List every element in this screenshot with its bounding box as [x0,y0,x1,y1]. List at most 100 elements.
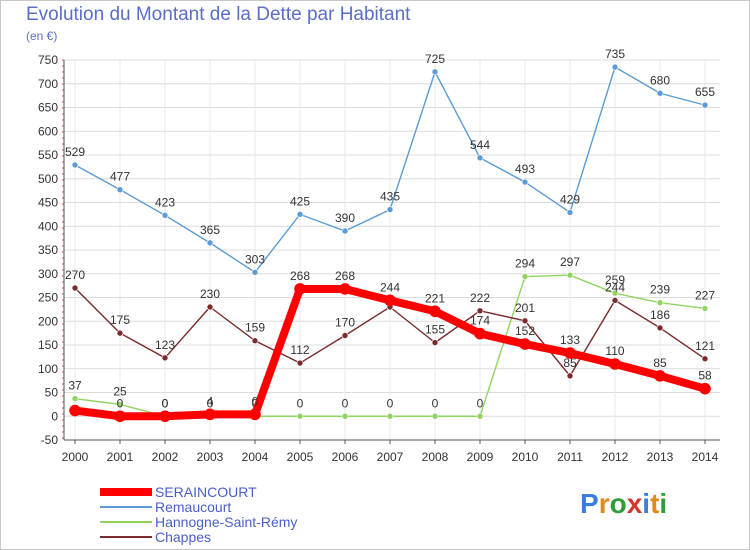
data-label: 25 [113,384,127,398]
data-label: 221 [425,291,445,305]
logo-letter: i [659,488,668,519]
data-point [71,395,79,402]
data-label: 85 [653,356,667,370]
chart-title: Evolution du Montant de la Dette par Hab… [26,4,411,25]
legend-swatch [100,488,152,496]
data-label: 0 [162,396,169,410]
data-label: 85 [563,356,577,370]
data-label: 477 [110,170,130,184]
data-label: 423 [155,195,175,209]
data-label: 544 [470,138,490,152]
x-tick-label: 2004 [242,450,269,464]
data-point [159,410,171,423]
data-label: 0 [162,396,169,410]
legend-swatch [100,536,152,538]
data-label: 655 [695,85,715,99]
data-label: 529 [65,145,85,159]
data-point [161,354,169,362]
legend-label: Remaucourt [155,499,232,515]
data-point [611,297,619,304]
data-point [206,303,214,311]
data-point [519,338,531,350]
series-chappes: 270 175 123 230 159 112 170 155 222 201 85 244 186 12… [65,268,715,380]
data-label: 429 [560,192,580,206]
data-label: 735 [605,47,625,61]
data-label: 297 [560,255,580,269]
data-label: 159 [245,321,265,335]
logo-letter: r [598,488,610,519]
y-tick-label: 0 [51,409,58,423]
data-point [701,355,709,363]
data-label: 155 [425,323,445,337]
y-tick-label: 100 [38,362,58,376]
data-point [341,332,349,339]
data-point [341,412,349,420]
x-tick-label: 2009 [467,450,494,464]
data-point [251,269,259,276]
data-point [431,339,439,346]
data-point [114,410,126,423]
logo-letter: i [642,488,651,519]
data-label: 4 [207,394,214,408]
data-point [294,283,306,295]
data-label: 230 [200,287,220,301]
data-label: 0 [297,396,304,410]
y-tick-label: 700 [38,77,58,91]
data-point [204,408,216,421]
data-label: 259 [605,273,625,287]
data-point [431,68,439,76]
data-point [609,358,621,370]
data-point [341,227,349,235]
y-tick-label: 600 [38,124,58,138]
data-label: 268 [335,269,355,283]
x-tick-label: 2007 [377,450,404,464]
data-point [476,307,484,315]
data-label: 222 [470,291,490,305]
data-label: 390 [335,211,355,225]
y-tick-label: 300 [38,267,58,281]
data-point [566,271,574,279]
legend-label: Chappes [155,529,212,545]
data-label: 493 [515,162,535,176]
x-tick-label: 2005 [287,450,314,464]
y-tick-label: 150 [38,338,58,352]
data-point [476,154,484,162]
y-tick-label: 750 [38,53,58,67]
x-tick-label: 2001 [107,450,134,464]
data-label: 201 [515,301,535,315]
data-point [656,324,664,332]
data-point [566,372,574,380]
data-label: 174 [470,314,490,328]
x-tick-label: 2006 [332,450,359,464]
data-point [701,305,709,312]
data-point [476,412,484,420]
y-tick-label: -50 [41,433,59,447]
data-point [521,317,529,325]
data-label: 435 [380,190,400,204]
data-label: 186 [650,308,670,322]
data-label: 110 [605,344,624,358]
y-tick-label: 550 [38,148,58,162]
data-point [296,359,304,367]
data-label: 0 [387,396,394,410]
data-point [656,89,664,97]
data-point [71,284,79,292]
data-point [521,178,529,186]
data-point [474,327,486,340]
data-label: 244 [605,280,625,294]
data-point [654,370,666,382]
logo-letter: o [609,488,627,519]
data-label: 365 [200,223,220,237]
legend-swatch [100,506,152,508]
data-label: 0 [252,394,259,408]
data-point [296,412,304,420]
data-label: 0 [117,396,124,410]
y-tick-label: 650 [38,101,58,115]
data-point [611,289,619,297]
data-point [206,239,214,247]
data-label: 239 [650,283,670,297]
data-label: 175 [110,313,130,327]
series-remaucourt: 529 477 423 365 303 425 390 435 725 544 493 429 735 6… [65,47,715,276]
data-point [296,211,304,218]
